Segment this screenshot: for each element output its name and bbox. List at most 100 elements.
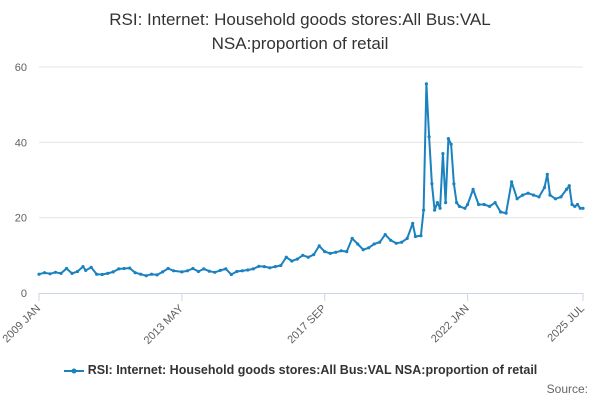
data-point-40[interactable] — [257, 264, 261, 268]
data-point-11[interactable] — [95, 272, 99, 276]
series-line-0[interactable] — [38, 82, 584, 277]
data-point-66[interactable] — [400, 240, 404, 244]
data-point-83[interactable] — [455, 201, 459, 205]
data-point-90[interactable] — [488, 204, 492, 208]
data-point-41[interactable] — [262, 265, 266, 269]
data-point-76[interactable] — [435, 201, 439, 205]
data-point-67[interactable] — [405, 236, 409, 240]
data-point-73[interactable] — [427, 135, 431, 139]
data-point-15[interactable] — [117, 267, 121, 271]
data-point-99[interactable] — [537, 195, 541, 199]
data-point-26[interactable] — [180, 270, 184, 274]
data-point-14[interactable] — [111, 270, 115, 274]
data-point-80[interactable] — [446, 137, 450, 141]
data-point-20[interactable] — [144, 274, 148, 278]
data-point-23[interactable] — [161, 270, 165, 274]
data-point-71[interactable] — [422, 208, 426, 212]
data-point-4[interactable] — [59, 271, 63, 275]
data-point-3[interactable] — [53, 270, 58, 274]
data-point-98[interactable] — [531, 193, 536, 197]
data-point-49[interactable] — [306, 255, 310, 259]
data-point-24[interactable] — [166, 266, 170, 271]
data-point-22[interactable] — [155, 273, 159, 277]
data-point-32[interactable] — [213, 270, 217, 274]
data-point-74[interactable] — [430, 182, 434, 186]
data-point-17[interactable] — [128, 266, 132, 270]
data-point-35[interactable] — [229, 272, 233, 277]
data-point-31[interactable] — [207, 269, 211, 273]
data-point-108[interactable] — [573, 204, 577, 208]
data-point-62[interactable] — [378, 240, 382, 244]
data-point-100[interactable] — [542, 185, 547, 190]
data-point-43[interactable] — [273, 265, 277, 269]
data-point-13[interactable] — [106, 271, 110, 275]
data-point-79[interactable] — [444, 201, 448, 205]
data-point-48[interactable] — [301, 253, 305, 257]
data-point-7[interactable] — [75, 269, 80, 274]
data-point-1[interactable] — [42, 271, 47, 275]
data-point-34[interactable] — [224, 267, 228, 271]
data-point-36[interactable] — [235, 269, 239, 274]
data-point-106[interactable] — [567, 184, 571, 188]
data-point-104[interactable] — [559, 195, 563, 199]
data-point-52[interactable] — [323, 250, 327, 254]
data-point-82[interactable] — [452, 182, 456, 186]
legend[interactable]: RSI: Internet: Household goods stores:Al… — [0, 363, 600, 377]
data-point-89[interactable] — [482, 202, 486, 207]
data-point-10[interactable] — [89, 265, 93, 269]
data-point-59[interactable] — [361, 248, 365, 252]
data-point-28[interactable] — [191, 266, 195, 271]
data-point-51[interactable] — [317, 244, 321, 248]
data-point-91[interactable] — [493, 201, 497, 205]
data-point-102[interactable] — [548, 193, 552, 197]
data-point-38[interactable] — [246, 268, 250, 272]
data-point-110[interactable] — [578, 206, 582, 210]
data-point-39[interactable] — [251, 267, 255, 271]
data-point-2[interactable] — [48, 272, 52, 276]
data-point-30[interactable] — [202, 267, 206, 271]
data-point-69[interactable] — [413, 234, 417, 239]
data-point-58[interactable] — [356, 242, 360, 246]
data-point-107[interactable] — [570, 202, 574, 207]
data-point-18[interactable] — [133, 271, 137, 275]
data-point-84[interactable] — [457, 204, 461, 208]
data-point-65[interactable] — [394, 241, 398, 245]
data-point-12[interactable] — [100, 272, 104, 277]
data-point-97[interactable] — [526, 191, 530, 195]
data-point-37[interactable] — [240, 269, 244, 273]
data-point-50[interactable] — [312, 253, 316, 257]
data-point-88[interactable] — [477, 202, 481, 207]
data-point-16[interactable] — [122, 266, 126, 271]
data-point-93[interactable] — [504, 211, 508, 215]
data-point-92[interactable] — [499, 210, 503, 214]
data-point-87[interactable] — [471, 187, 475, 191]
data-point-21[interactable] — [150, 272, 154, 276]
data-point-101[interactable] — [545, 172, 549, 176]
data-point-5[interactable] — [64, 266, 69, 271]
data-point-64[interactable] — [389, 238, 393, 242]
data-point-0[interactable] — [37, 272, 41, 276]
data-point-45[interactable] — [284, 255, 288, 259]
data-point-85[interactable] — [463, 206, 467, 210]
data-point-75[interactable] — [433, 208, 437, 212]
data-point-47[interactable] — [295, 257, 299, 261]
data-point-95[interactable] — [515, 197, 519, 201]
data-point-94[interactable] — [510, 180, 514, 184]
data-point-70[interactable] — [419, 234, 423, 238]
data-point-42[interactable] — [268, 266, 272, 270]
data-point-72[interactable] — [424, 82, 428, 86]
data-point-33[interactable] — [218, 268, 222, 272]
data-point-103[interactable] — [553, 197, 558, 201]
data-point-109[interactable] — [575, 202, 580, 207]
data-point-54[interactable] — [334, 250, 338, 254]
data-point-19[interactable] — [139, 272, 143, 276]
data-point-27[interactable] — [185, 269, 189, 273]
credits-source[interactable]: Source: — [546, 382, 588, 396]
data-point-55[interactable] — [339, 249, 343, 253]
data-point-86[interactable] — [466, 202, 470, 207]
data-point-60[interactable] — [367, 246, 371, 250]
data-point-63[interactable] — [383, 233, 387, 237]
data-point-9[interactable] — [84, 268, 88, 272]
data-point-25[interactable] — [172, 269, 176, 273]
data-point-81[interactable] — [449, 142, 453, 146]
